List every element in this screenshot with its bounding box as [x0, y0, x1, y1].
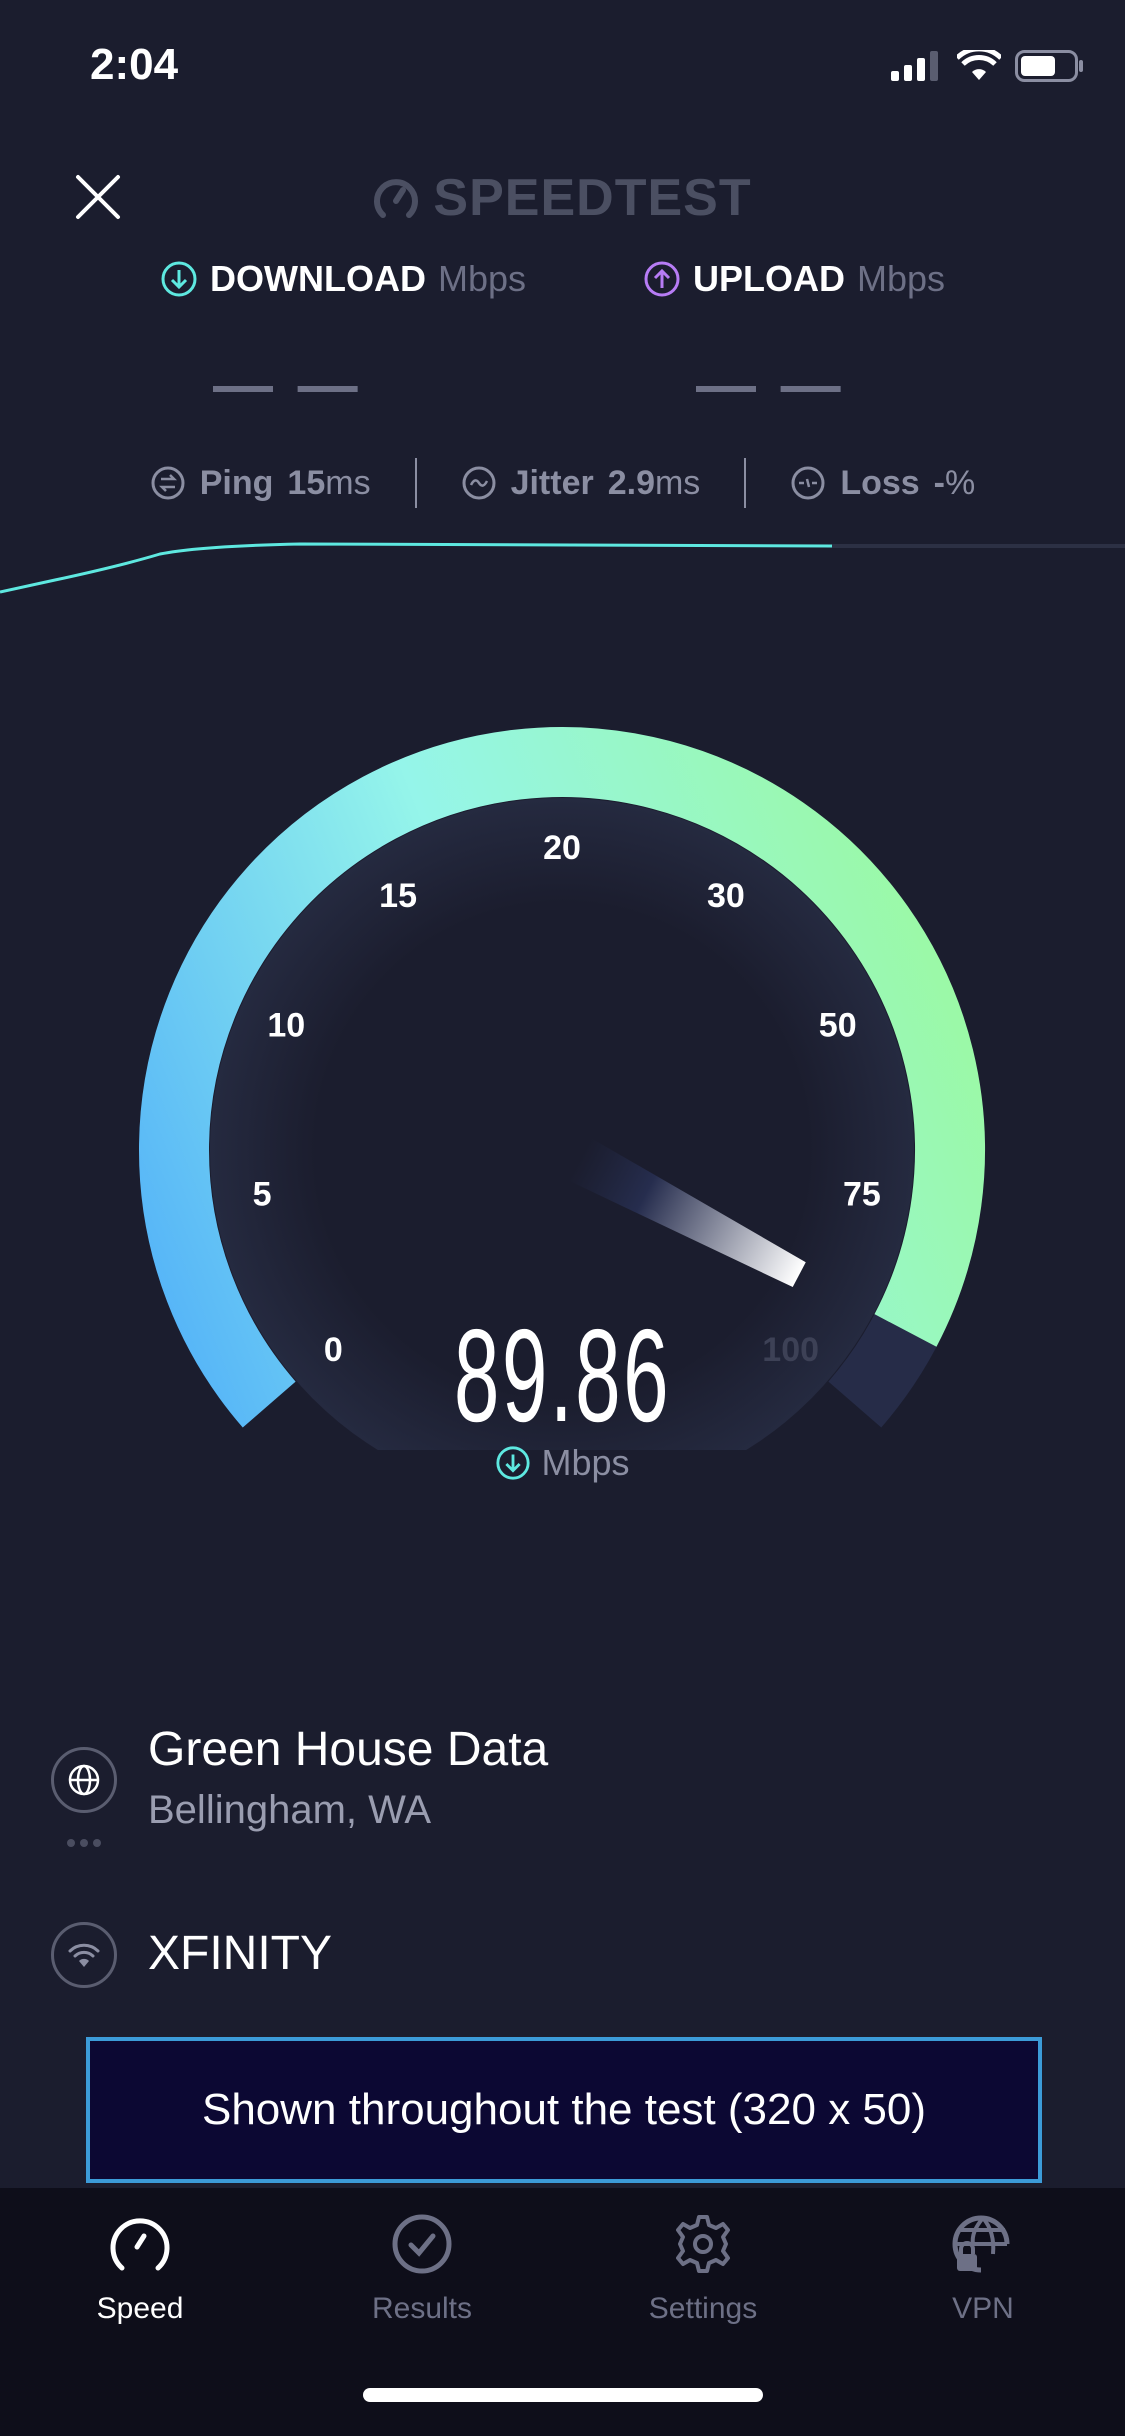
- download-value: — —: [213, 351, 362, 418]
- jitter-value: 2.9: [607, 463, 655, 502]
- tab-results[interactable]: Results: [322, 2214, 522, 2326]
- tab-results-label: Results: [371, 2292, 473, 2325]
- tab-vpn-label: VPN: [952, 2292, 1014, 2325]
- gauge-tick-label: 0: [324, 1331, 343, 1369]
- gauge-tick-label: 10: [267, 1006, 305, 1044]
- tab-vpn[interactable]: VPN: [883, 2214, 1083, 2326]
- gauge-tick-label: 15: [379, 877, 417, 915]
- divider: [744, 458, 747, 508]
- upload-header: UPLOAD Mbps: [643, 258, 945, 300]
- tab-settings-label: Settings: [648, 2292, 758, 2325]
- speed-graph: [0, 542, 1125, 594]
- wifi-icon: [68, 1943, 100, 1967]
- logo-text: SPEEDTEST: [433, 169, 752, 227]
- download-arrow-icon: [496, 1446, 531, 1480]
- gauge-tick-label: 75: [843, 1175, 881, 1213]
- globe-lock-icon: [952, 2215, 1010, 2273]
- cellular-signal-icon: [891, 51, 938, 81]
- gauge-face: [210, 798, 914, 1450]
- speedometer-icon: [110, 2218, 170, 2271]
- ping-metric: Ping 15ms: [106, 464, 415, 503]
- loss-unit: %: [945, 463, 976, 502]
- check-circle-icon: [392, 2214, 452, 2274]
- download-label: DOWNLOAD: [210, 258, 426, 299]
- tab-settings[interactable]: Settings: [603, 2214, 803, 2326]
- ping-label: Ping: [199, 463, 274, 502]
- server-name[interactable]: Green House Data: [148, 1723, 549, 1776]
- globe-icon: [68, 1764, 100, 1796]
- metrics-row: Ping 15ms Jitter 2.9ms Loss -%: [0, 458, 1125, 508]
- speedtest-logo: SPEEDTEST: [0, 168, 1125, 228]
- speed-gauge: 0 5 10 15 20 30 50 75 100: [139, 727, 985, 1450]
- server-icon-button[interactable]: [51, 1747, 117, 1813]
- download-speed-line: [0, 542, 833, 594]
- tab-speed-label: Speed: [96, 2292, 184, 2325]
- loss-label: Loss: [840, 463, 920, 502]
- speedometer-logo-icon: [374, 179, 419, 218]
- divider: [414, 458, 417, 508]
- loss-metric: Loss -%: [746, 464, 1019, 503]
- gauge-needle: [568, 1138, 806, 1288]
- jitter-metric: Jitter 2.9ms: [417, 464, 745, 503]
- upload-unit: Mbps: [857, 258, 946, 299]
- speed-unit-label: Mbps: [541, 1442, 630, 1483]
- wifi-icon: [957, 50, 1001, 80]
- isp-name: XFINITY: [148, 1927, 333, 1980]
- upload-arrow-icon: [644, 261, 680, 297]
- download-arrow-icon: [161, 261, 197, 297]
- download-header: DOWNLOAD Mbps: [160, 258, 526, 300]
- loss-icon: [791, 466, 825, 500]
- gauge-tick-label: 5: [253, 1175, 272, 1213]
- gear-icon: [676, 2215, 730, 2273]
- jitter-icon: [462, 466, 496, 500]
- download-unit: Mbps: [437, 258, 526, 299]
- jitter-unit: ms: [654, 463, 701, 502]
- more-dots-icon: [67, 1839, 101, 1847]
- server-location: Bellingham, WA: [148, 1788, 432, 1832]
- current-speed-value: 89.86: [453, 1302, 672, 1449]
- close-icon[interactable]: [74, 173, 122, 221]
- tab-speed[interactable]: Speed: [40, 2214, 240, 2326]
- battery-icon: [1015, 50, 1083, 82]
- gauge-tick-label: 100: [762, 1331, 819, 1369]
- gauge-tick-label: 30: [707, 877, 745, 915]
- jitter-label: Jitter: [510, 463, 594, 502]
- gauge-fill: [139, 727, 985, 1428]
- gauge-tick-label: 50: [819, 1006, 857, 1044]
- status-time: 2:04: [90, 40, 179, 89]
- ad-banner[interactable]: Shown throughout the test (320 x 50): [86, 2037, 1042, 2183]
- ping-value: 15: [287, 463, 326, 502]
- loss-value: -: [933, 463, 945, 502]
- ad-text: Shown throughout the test (320 x 50): [201, 2085, 927, 2134]
- upload-value: — —: [696, 351, 845, 418]
- gauge-tick-label: 20: [543, 829, 581, 867]
- upload-label: UPLOAD: [693, 258, 845, 299]
- current-speed-unit: Mbps: [0, 1442, 1125, 1484]
- isp-icon: [51, 1922, 117, 1988]
- status-icons: [891, 50, 1085, 82]
- ping-unit: ms: [325, 463, 371, 502]
- home-indicator[interactable]: [363, 2388, 763, 2402]
- ping-icon: [151, 466, 185, 500]
